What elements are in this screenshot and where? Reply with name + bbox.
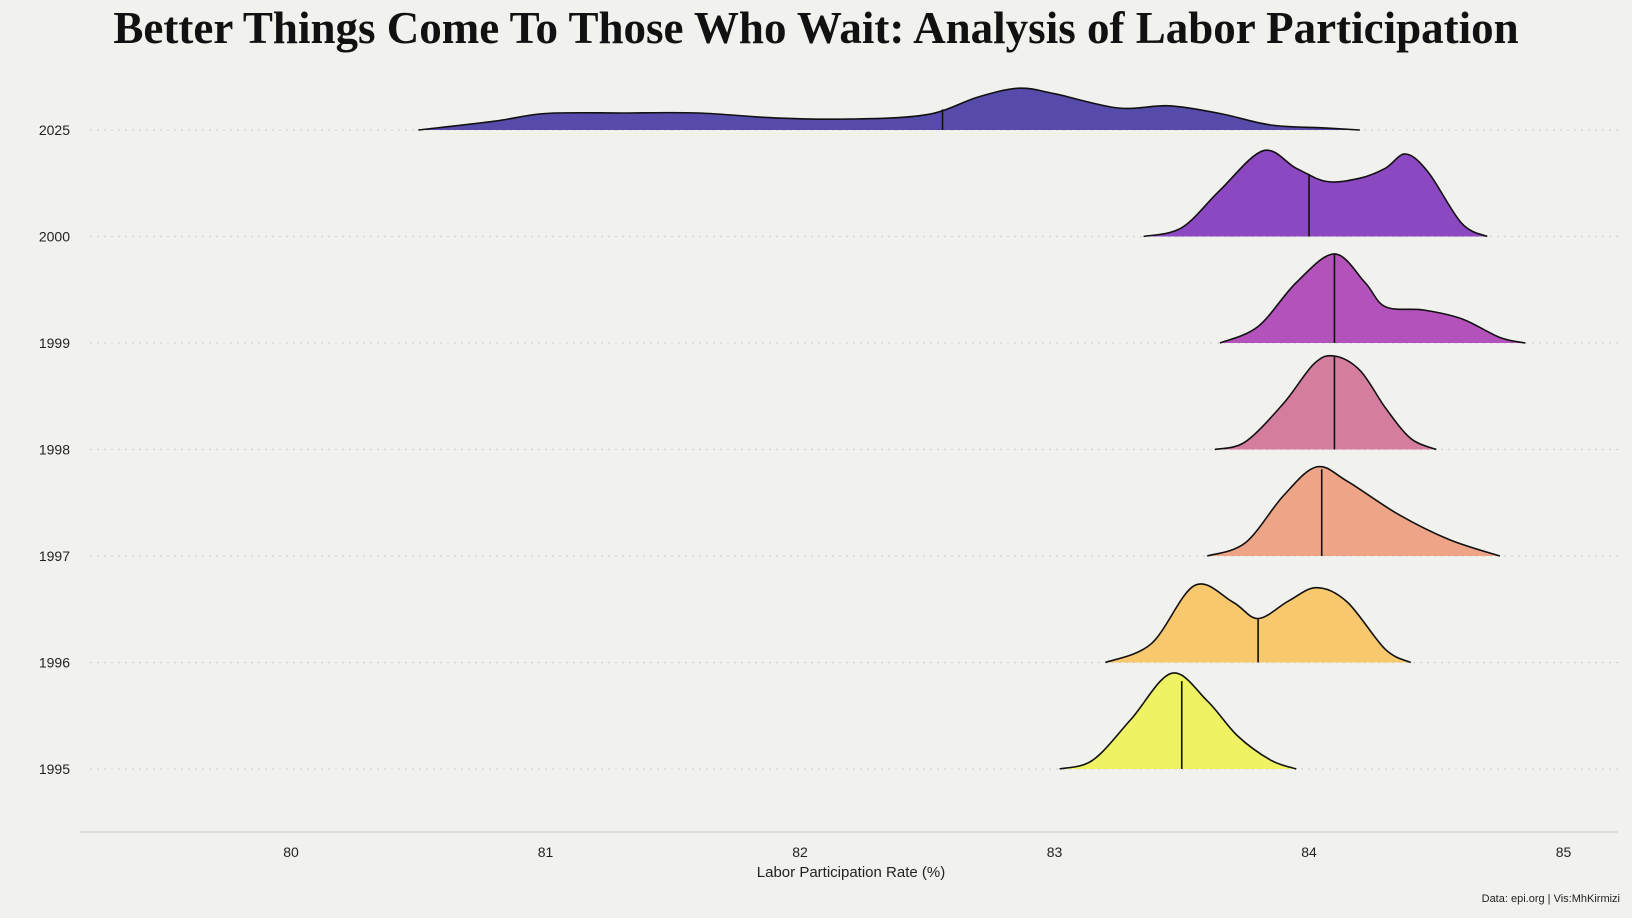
ridge-1995 [1059,672,1297,770]
y-tick-label: 1996 [39,655,70,671]
ridge-area [1214,355,1437,450]
x-tick-label: 80 [283,844,299,860]
x-tick-label: 85 [1556,844,1572,860]
ridge-outline [1143,149,1488,238]
ridge-outline [1105,583,1412,664]
ridge-outline [418,87,1360,131]
x-tick-label: 82 [792,844,808,860]
x-tick-label: 81 [538,844,554,860]
y-axis-labels: 2025 2000 1999 1998 1997 1996 1995 [39,122,70,777]
x-axis-ticks: 80 81 82 83 84 85 [283,844,1571,860]
ridge-1996 [1105,583,1412,664]
y-tick-label: 2000 [39,229,70,245]
x-axis-title: Labor Participation Rate (%) [757,864,945,881]
ridges [418,87,1526,770]
ridge-outline [1219,253,1526,344]
y-tick-label: 2025 [39,122,70,138]
ridge-2000 [1143,149,1488,238]
y-tick-label: 1998 [39,442,70,458]
x-tick-label: 83 [1047,844,1063,860]
ridge-area [1059,672,1297,769]
ridge-1998 [1214,354,1437,451]
ridge-1999 [1219,253,1526,344]
ridge-area [1219,253,1526,343]
ridge-outline [1206,465,1501,557]
ridge-outline [1059,672,1297,770]
ridge-area [418,88,1360,130]
caption: Data: epi.org | Vis:MhKirmizi [1482,893,1620,905]
ridge-area [1207,466,1500,556]
ridge-2025 [418,87,1360,131]
chart-title: Better Things Come To Those Who Wait: An… [113,3,1518,53]
y-tick-label: 1995 [39,761,70,777]
y-tick-label: 1999 [39,335,70,351]
ridge-1997 [1206,465,1501,557]
ridge-area [1143,150,1488,237]
y-tick-label: 1997 [39,548,70,564]
x-tick-label: 84 [1301,844,1317,860]
